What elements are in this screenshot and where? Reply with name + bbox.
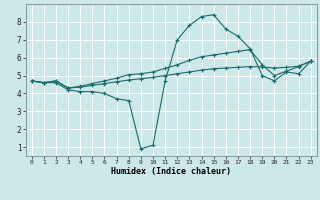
X-axis label: Humidex (Indice chaleur): Humidex (Indice chaleur) xyxy=(111,167,231,176)
